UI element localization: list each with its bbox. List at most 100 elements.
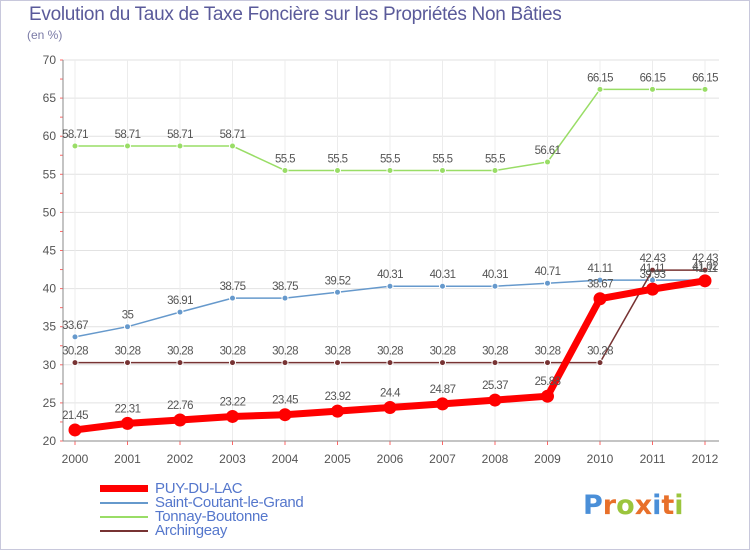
data-label-archingeay: 30.28 — [535, 346, 561, 358]
data-label-puy-du-lac: 23.92 — [325, 391, 351, 403]
x-tick-label: 2007 — [429, 452, 456, 466]
data-point-saint-coutant-le-grand — [544, 279, 551, 287]
y-tick-label: 30 — [43, 358, 57, 372]
data-point-saint-coutant-le-grand — [334, 288, 341, 296]
data-point-puy-du-lac — [541, 389, 554, 403]
data-point-tonnay-boutonne — [124, 142, 131, 150]
data-label-archingeay: 42.43 — [692, 253, 718, 265]
data-label-puy-du-lac: 25.88 — [535, 376, 561, 388]
data-label-saint-coutant-le-grand: 41.11 — [693, 263, 718, 275]
data-point-saint-coutant-le-grand — [229, 294, 236, 302]
data-point-puy-du-lac — [383, 400, 397, 414]
y-tick-label: 40 — [43, 282, 57, 296]
x-tick-label: 2004 — [272, 452, 299, 466]
data-point-archingeay — [281, 359, 289, 367]
data-point-archingeay — [649, 266, 656, 274]
data-label-puy-du-lac: 24.87 — [430, 384, 456, 396]
legend-label-archingeay: Archingeay — [155, 522, 228, 539]
data-point-puy-du-lac — [436, 397, 449, 411]
data-label-archingeay: 30.28 — [115, 346, 141, 358]
data-label-tonnay-boutonne: 58.71 — [220, 129, 246, 141]
data-label-puy-du-lac: 22.31 — [115, 403, 141, 415]
legend-label-puy-du-lac: PUY-DU-LAC — [155, 480, 243, 497]
y-tick-label: 60 — [43, 129, 57, 143]
data-label-tonnay-boutonne: 58.71 — [167, 129, 193, 141]
logo-letter: i — [674, 490, 684, 521]
y-tick-label: 25 — [43, 396, 57, 410]
y-unit-label: (en %) — [27, 28, 63, 42]
data-label-puy-du-lac: 25.37 — [482, 380, 508, 392]
legend-swatch-saint-coutant-le-grand — [100, 502, 148, 504]
data-point-tonnay-boutonne — [649, 85, 656, 93]
x-tick-label: 2006 — [377, 452, 404, 466]
data-point-puy-du-lac — [646, 282, 659, 296]
x-tick-label: 2011 — [640, 452, 666, 466]
data-point-tonnay-boutonne — [229, 142, 236, 150]
data-point-tonnay-boutonne — [334, 166, 341, 174]
data-label-saint-coutant-le-grand: 39.52 — [325, 275, 351, 287]
y-tick-label: 35 — [43, 320, 57, 334]
data-label-puy-du-lac: 24.4 — [380, 387, 401, 399]
data-label-archingeay: 30.28 — [430, 346, 456, 358]
data-label-tonnay-boutonne: 55.5 — [275, 153, 295, 165]
data-point-saint-coutant-le-grand — [176, 308, 184, 316]
data-point-archingeay — [491, 359, 499, 367]
x-tick-label: 2008 — [482, 452, 509, 466]
data-point-saint-coutant-le-grand — [281, 294, 289, 302]
data-point-puy-du-lac — [68, 423, 82, 437]
data-label-saint-coutant-le-grand: 41.11 — [588, 263, 613, 275]
y-tick-label: 65 — [43, 91, 57, 105]
data-label-puy-du-lac: 21.45 — [62, 410, 88, 422]
data-label-saint-coutant-le-grand: 40.31 — [377, 269, 403, 281]
data-point-puy-du-lac — [278, 408, 292, 422]
logo-letter: i — [652, 490, 662, 521]
y-tick-label: 45 — [43, 244, 57, 258]
data-label-archingeay: 30.28 — [167, 346, 193, 358]
data-point-archingeay — [544, 359, 551, 367]
proxiti-logo: Proxiti — [583, 490, 684, 521]
data-label-archingeay: 42.43 — [640, 253, 666, 265]
data-point-puy-du-lac — [121, 416, 134, 430]
legend-label-tonnay-boutonne: Tonnay-Boutonne — [155, 508, 269, 525]
data-label-saint-coutant-le-grand: 40.31 — [430, 269, 456, 281]
data-point-tonnay-boutonne — [439, 166, 446, 174]
data-label-tonnay-boutonne: 56.61 — [535, 145, 561, 157]
x-tick-label: 2003 — [219, 452, 246, 466]
data-point-puy-du-lac — [488, 393, 502, 407]
logo-letter: P — [583, 490, 603, 521]
data-label-saint-coutant-le-grand: 38.75 — [272, 281, 298, 293]
data-label-archingeay: 30.28 — [377, 346, 403, 358]
data-point-puy-du-lac — [698, 274, 712, 288]
x-tick-label: 2005 — [324, 452, 351, 466]
data-point-saint-coutant-le-grand — [71, 333, 79, 341]
data-label-tonnay-boutonne: 55.5 — [433, 153, 453, 165]
data-label-archingeay: 30.28 — [587, 346, 613, 358]
data-label-puy-du-lac: 38.67 — [587, 279, 613, 291]
y-tick-label: 50 — [43, 205, 57, 219]
legend-swatch-puy-du-lac — [100, 485, 148, 492]
data-point-tonnay-boutonne — [281, 166, 289, 174]
data-label-tonnay-boutonne: 66.15 — [587, 72, 613, 84]
x-tick-label: 2009 — [534, 452, 561, 466]
data-point-tonnay-boutonne — [386, 166, 394, 174]
data-label-tonnay-boutonne: 55.5 — [485, 153, 505, 165]
data-point-puy-du-lac — [173, 413, 187, 427]
data-label-puy-du-lac: 22.76 — [167, 400, 193, 412]
data-point-tonnay-boutonne — [491, 166, 499, 174]
data-label-saint-coutant-le-grand: 33.67 — [62, 320, 88, 332]
data-point-tonnay-boutonne — [544, 158, 551, 166]
logo-letter: t — [661, 490, 675, 521]
data-point-puy-du-lac — [226, 409, 239, 423]
x-tick-label: 2010 — [587, 452, 614, 466]
data-label-saint-coutant-le-grand: 41.11 — [640, 263, 665, 275]
data-label-puy-du-lac: 23.45 — [272, 395, 298, 407]
data-point-archingeay — [701, 266, 709, 274]
data-point-saint-coutant-le-grand — [439, 282, 446, 290]
data-label-puy-du-lac: 41.02 — [692, 261, 718, 273]
data-label-saint-coutant-le-grand: 36.91 — [167, 295, 193, 307]
chart-title: Evolution du Taux de Taxe Foncière sur l… — [29, 4, 562, 25]
x-tick-label: 2000 — [62, 452, 89, 466]
data-label-archingeay: 30.28 — [325, 346, 351, 358]
data-label-archingeay: 30.28 — [62, 346, 88, 358]
